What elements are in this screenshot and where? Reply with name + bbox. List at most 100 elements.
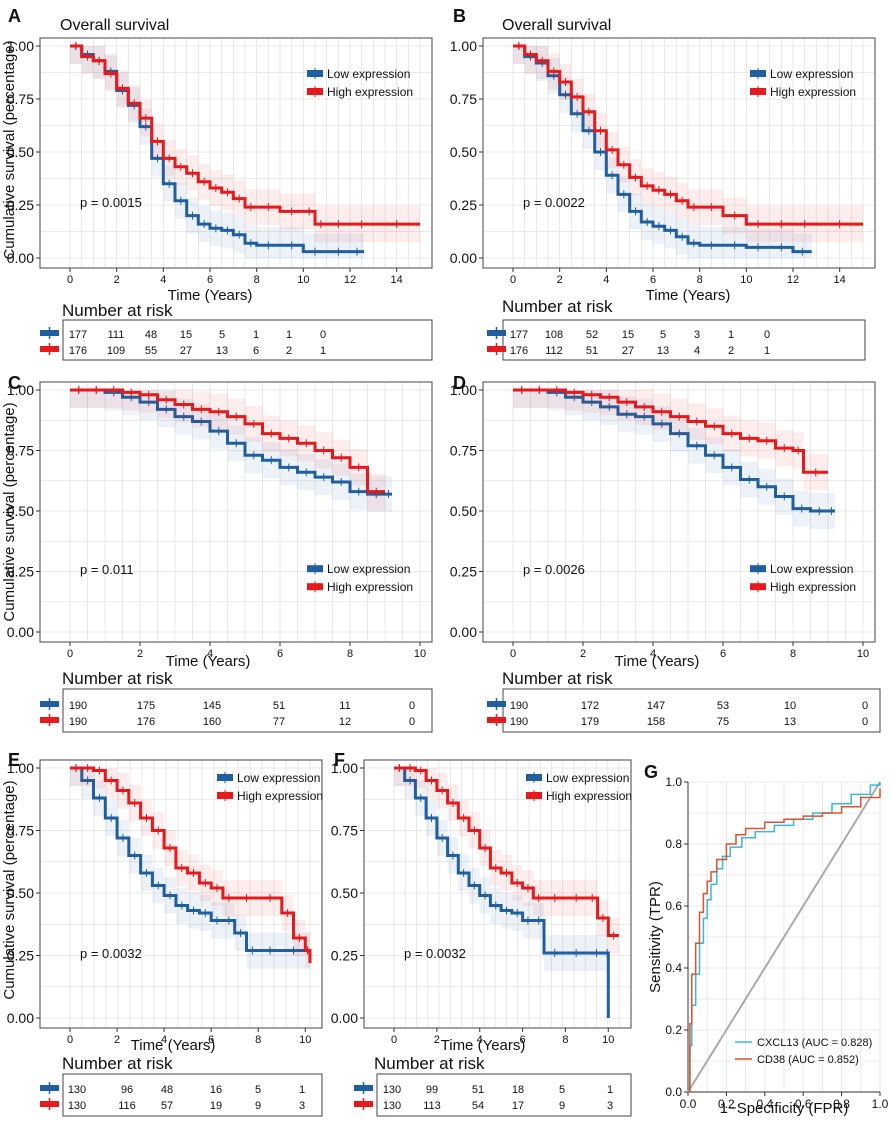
risk-cell: 5 [219, 329, 225, 341]
x-tick-label: 2 [557, 274, 563, 286]
risk-cell: 9 [255, 1100, 261, 1112]
risk-cell: 4 [694, 345, 700, 357]
x-tick-label: 4 [161, 1034, 167, 1046]
x-tick-label: 14 [391, 274, 403, 286]
panel-f: FOverall survival0.000.250.500.751.00024… [331, 750, 632, 1117]
x-tick-label: 6 [720, 648, 726, 660]
risk-cell: 112 [545, 345, 563, 357]
risk-cell: 13 [784, 716, 796, 728]
risk-cell: 113 [423, 1100, 441, 1112]
risk-cell: 6 [253, 345, 259, 357]
panel-label: G [644, 762, 658, 782]
x-tick-label: 6 [208, 1034, 214, 1046]
risk-table-title: Number at risk [502, 669, 613, 688]
risk-cell: 11 [339, 700, 350, 712]
legend-label-low: Low expression [327, 562, 410, 576]
risk-table-frame [502, 688, 881, 733]
legend-label-high: High expression [237, 789, 323, 803]
risk-cell: 15 [622, 329, 634, 341]
risk-table-frame [62, 1073, 323, 1117]
risk-cell: 109 [107, 345, 125, 357]
survival-curve-low [70, 44, 364, 254]
risk-cell: 1 [728, 329, 734, 341]
x-tick-label: 14 [834, 274, 846, 286]
p-value: p = 0.0026 [523, 562, 585, 577]
risk-cell: 116 [118, 1100, 136, 1112]
risk-cell: 158 [647, 716, 665, 728]
x-tick-label: 6 [207, 274, 213, 286]
y-tick-label: 1.00 [450, 382, 477, 398]
y-tick-label: 0.50 [450, 503, 477, 519]
risk-cell: 3 [299, 1100, 305, 1112]
risk-cell: 1 [299, 1084, 305, 1096]
legend-label: CXCL13 (AUC = 0.828) [757, 1037, 872, 1049]
plot-frame [363, 759, 632, 1029]
risk-cell: 13 [657, 345, 669, 357]
x-tick-label: 2 [434, 1034, 440, 1046]
survival-curve-high [70, 44, 420, 226]
x-tick-label: 2 [137, 648, 143, 660]
y-tick-label: 1.00 [7, 38, 34, 54]
risk-cell: 77 [273, 716, 285, 728]
x-tick-label: 6 [520, 1034, 526, 1046]
x-axis-label: Time (Years) [615, 653, 700, 670]
x-tick-label: 4 [603, 274, 609, 286]
x-tick-label: 10 [857, 648, 869, 660]
x-tick-label: 10 [740, 274, 752, 286]
risk-cell: 12 [339, 716, 351, 728]
y-tick-label: 0.75 [7, 823, 34, 839]
y-axis-label: Cumulative survival (percentage) [1, 780, 18, 999]
risk-cell: 5 [559, 1084, 565, 1096]
risk-cell: 172 [581, 700, 599, 712]
risk-cell: 190 [510, 700, 528, 712]
roc-curve-cxcl13 [688, 782, 881, 1093]
risk-cell: 0 [764, 329, 770, 341]
risk-cell: 177 [69, 329, 87, 341]
legend: Low expression High expression [217, 771, 323, 803]
y-tick-label: 1.0 [665, 775, 682, 789]
risk-cell: 190 [69, 716, 87, 728]
legend-label: CD38 (AUC = 0.852) [757, 1054, 859, 1066]
x-tick-label: 0.2 [718, 1097, 735, 1111]
y-tick-label: 0.25 [331, 948, 358, 964]
legend-label-high: High expression [546, 789, 632, 803]
y-tick-label: 1.00 [331, 760, 358, 776]
y-tick-label: 0.00 [450, 624, 477, 640]
risk-cell: 179 [581, 716, 599, 728]
risk-cell: 54 [472, 1100, 484, 1112]
y-tick-label: 0.50 [7, 503, 34, 519]
x-tick-label: 0.6 [795, 1097, 812, 1111]
panel-d: DOverall survival0.000.250.500.751.00024… [450, 373, 881, 733]
y-tick-label: 0.0 [665, 1085, 682, 1099]
y-tick-label: 0.00 [450, 250, 477, 266]
risk-table-frame [376, 1073, 632, 1117]
y-tick-label: 0.4 [665, 961, 682, 975]
risk-cell: 1 [607, 1084, 613, 1096]
x-tick-label: 1.0 [872, 1097, 889, 1111]
risk-cell: 19 [210, 1100, 222, 1112]
risk-cell: 5 [255, 1084, 261, 1096]
legend-label-low: Low expression [770, 67, 853, 81]
risk-cell: 160 [203, 716, 221, 728]
y-tick-label: 0.00 [7, 624, 34, 640]
risk-table-title: Number at risk [62, 1054, 173, 1073]
y-axis-label: Cumulative survival (percentage) [1, 40, 18, 259]
risk-table-title: Number at risk [502, 297, 613, 316]
legend-label-high: High expression [327, 85, 413, 99]
risk-cell: 177 [510, 329, 528, 341]
risk-table-title: Number at risk [62, 301, 173, 320]
x-tick-label: 10 [299, 1034, 311, 1046]
risk-cell: 1 [286, 329, 292, 341]
risk-cell: 13 [216, 345, 228, 357]
y-axis-label: Cumulative survival (percentage) [1, 402, 18, 621]
x-tick-label: 8 [790, 648, 796, 660]
x-tick-label: 10 [414, 648, 426, 660]
risk-cell: 0 [862, 716, 868, 728]
risk-cell: 99 [426, 1084, 438, 1096]
legend: CXCL13 (AUC = 0.828) CD38 (AUC = 0.852) [735, 1037, 872, 1066]
x-tick-label: 4 [207, 648, 213, 660]
x-axis-label: Time (Years) [166, 653, 251, 670]
x-tick-label: 2 [114, 274, 120, 286]
legend-label-high: High expression [770, 85, 856, 99]
